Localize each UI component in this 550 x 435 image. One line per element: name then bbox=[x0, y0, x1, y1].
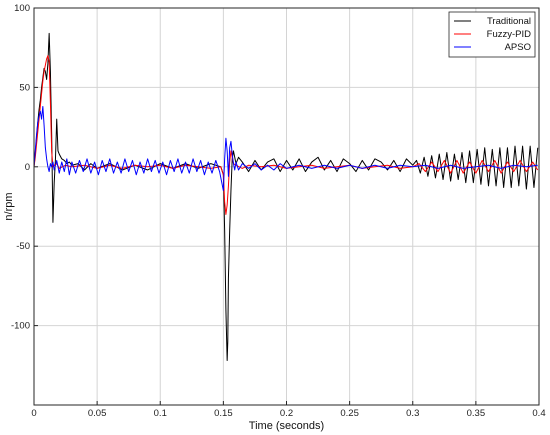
series-layer bbox=[33, 32, 539, 362]
y-axis: -100 -50 0 50 100 bbox=[11, 3, 38, 406]
y-tick-label: -50 bbox=[16, 241, 30, 252]
x-tick-label: 0.2 bbox=[280, 408, 293, 419]
series-line-apso bbox=[33, 105, 538, 192]
y-tick-label: -100 bbox=[11, 321, 30, 332]
x-tick-label: 0 bbox=[31, 408, 36, 419]
x-tick-label: 0.05 bbox=[88, 408, 107, 419]
x-tick-label: 0.25 bbox=[340, 408, 359, 419]
x-axis: 0 0.05 0.1 0.15 0.2 0.25 0.3 0.35 0.4 bbox=[31, 401, 546, 419]
y-tick-label: 100 bbox=[14, 3, 30, 14]
legend-label: Traditional bbox=[487, 16, 531, 27]
series-line-fuzzy-pid bbox=[33, 55, 539, 215]
x-tick-label: 0.35 bbox=[467, 408, 486, 419]
legend-label: APSO bbox=[505, 42, 531, 53]
x-tick-label: 0.4 bbox=[532, 408, 545, 419]
y-tick-label: 0 bbox=[25, 162, 30, 173]
x-tick-label: 0.1 bbox=[154, 408, 167, 419]
series-line-traditional bbox=[33, 32, 539, 362]
legend: Traditional Fuzzy-PID APSO bbox=[448, 11, 536, 58]
x-tick-label: 0.15 bbox=[214, 408, 233, 419]
legend-label: Fuzzy-PID bbox=[487, 29, 531, 40]
x-axis-label: Time (seconds) bbox=[249, 420, 324, 432]
grid-lines bbox=[34, 8, 539, 405]
x-tick-label: 0.3 bbox=[406, 408, 419, 419]
y-tick-label: 50 bbox=[19, 82, 30, 93]
y-axis-label: n/rpm bbox=[3, 192, 15, 220]
